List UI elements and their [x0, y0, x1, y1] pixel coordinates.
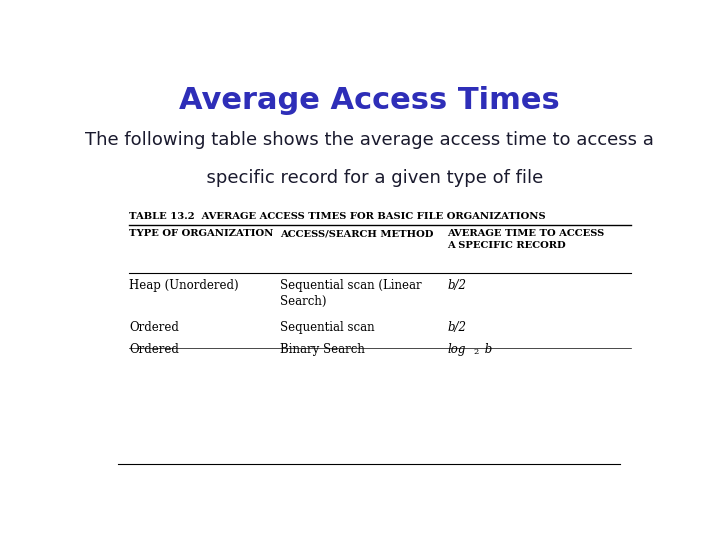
Text: b/2: b/2 [447, 321, 466, 334]
Text: Average Access Times: Average Access Times [179, 85, 559, 114]
Text: specific record for a given type of file: specific record for a given type of file [195, 168, 543, 187]
Text: b: b [481, 343, 492, 356]
Text: ACCESS/SEARCH METHOD: ACCESS/SEARCH METHOD [280, 229, 433, 238]
Text: The following table shows the average access time to access a: The following table shows the average ac… [84, 131, 654, 150]
Text: Ordered: Ordered [129, 343, 179, 356]
Text: b/2: b/2 [447, 279, 466, 292]
Text: Sequential scan: Sequential scan [280, 321, 374, 334]
Text: Binary Search: Binary Search [280, 343, 364, 356]
Text: Ordered: Ordered [129, 321, 179, 334]
Text: Heap (Unordered): Heap (Unordered) [129, 279, 239, 292]
Text: TABLE 13.2  AVERAGE ACCESS TIMES FOR BASIC FILE ORGANIZATIONS: TABLE 13.2 AVERAGE ACCESS TIMES FOR BASI… [129, 212, 546, 221]
Text: AVERAGE TIME TO ACCESS
A SPECIFIC RECORD: AVERAGE TIME TO ACCESS A SPECIFIC RECORD [447, 229, 604, 250]
Text: Sequential scan (Linear
Search): Sequential scan (Linear Search) [280, 279, 421, 308]
Text: TYPE OF ORGANIZATION: TYPE OF ORGANIZATION [129, 229, 274, 238]
Text: 2: 2 [473, 348, 479, 355]
Text: log: log [447, 343, 466, 356]
